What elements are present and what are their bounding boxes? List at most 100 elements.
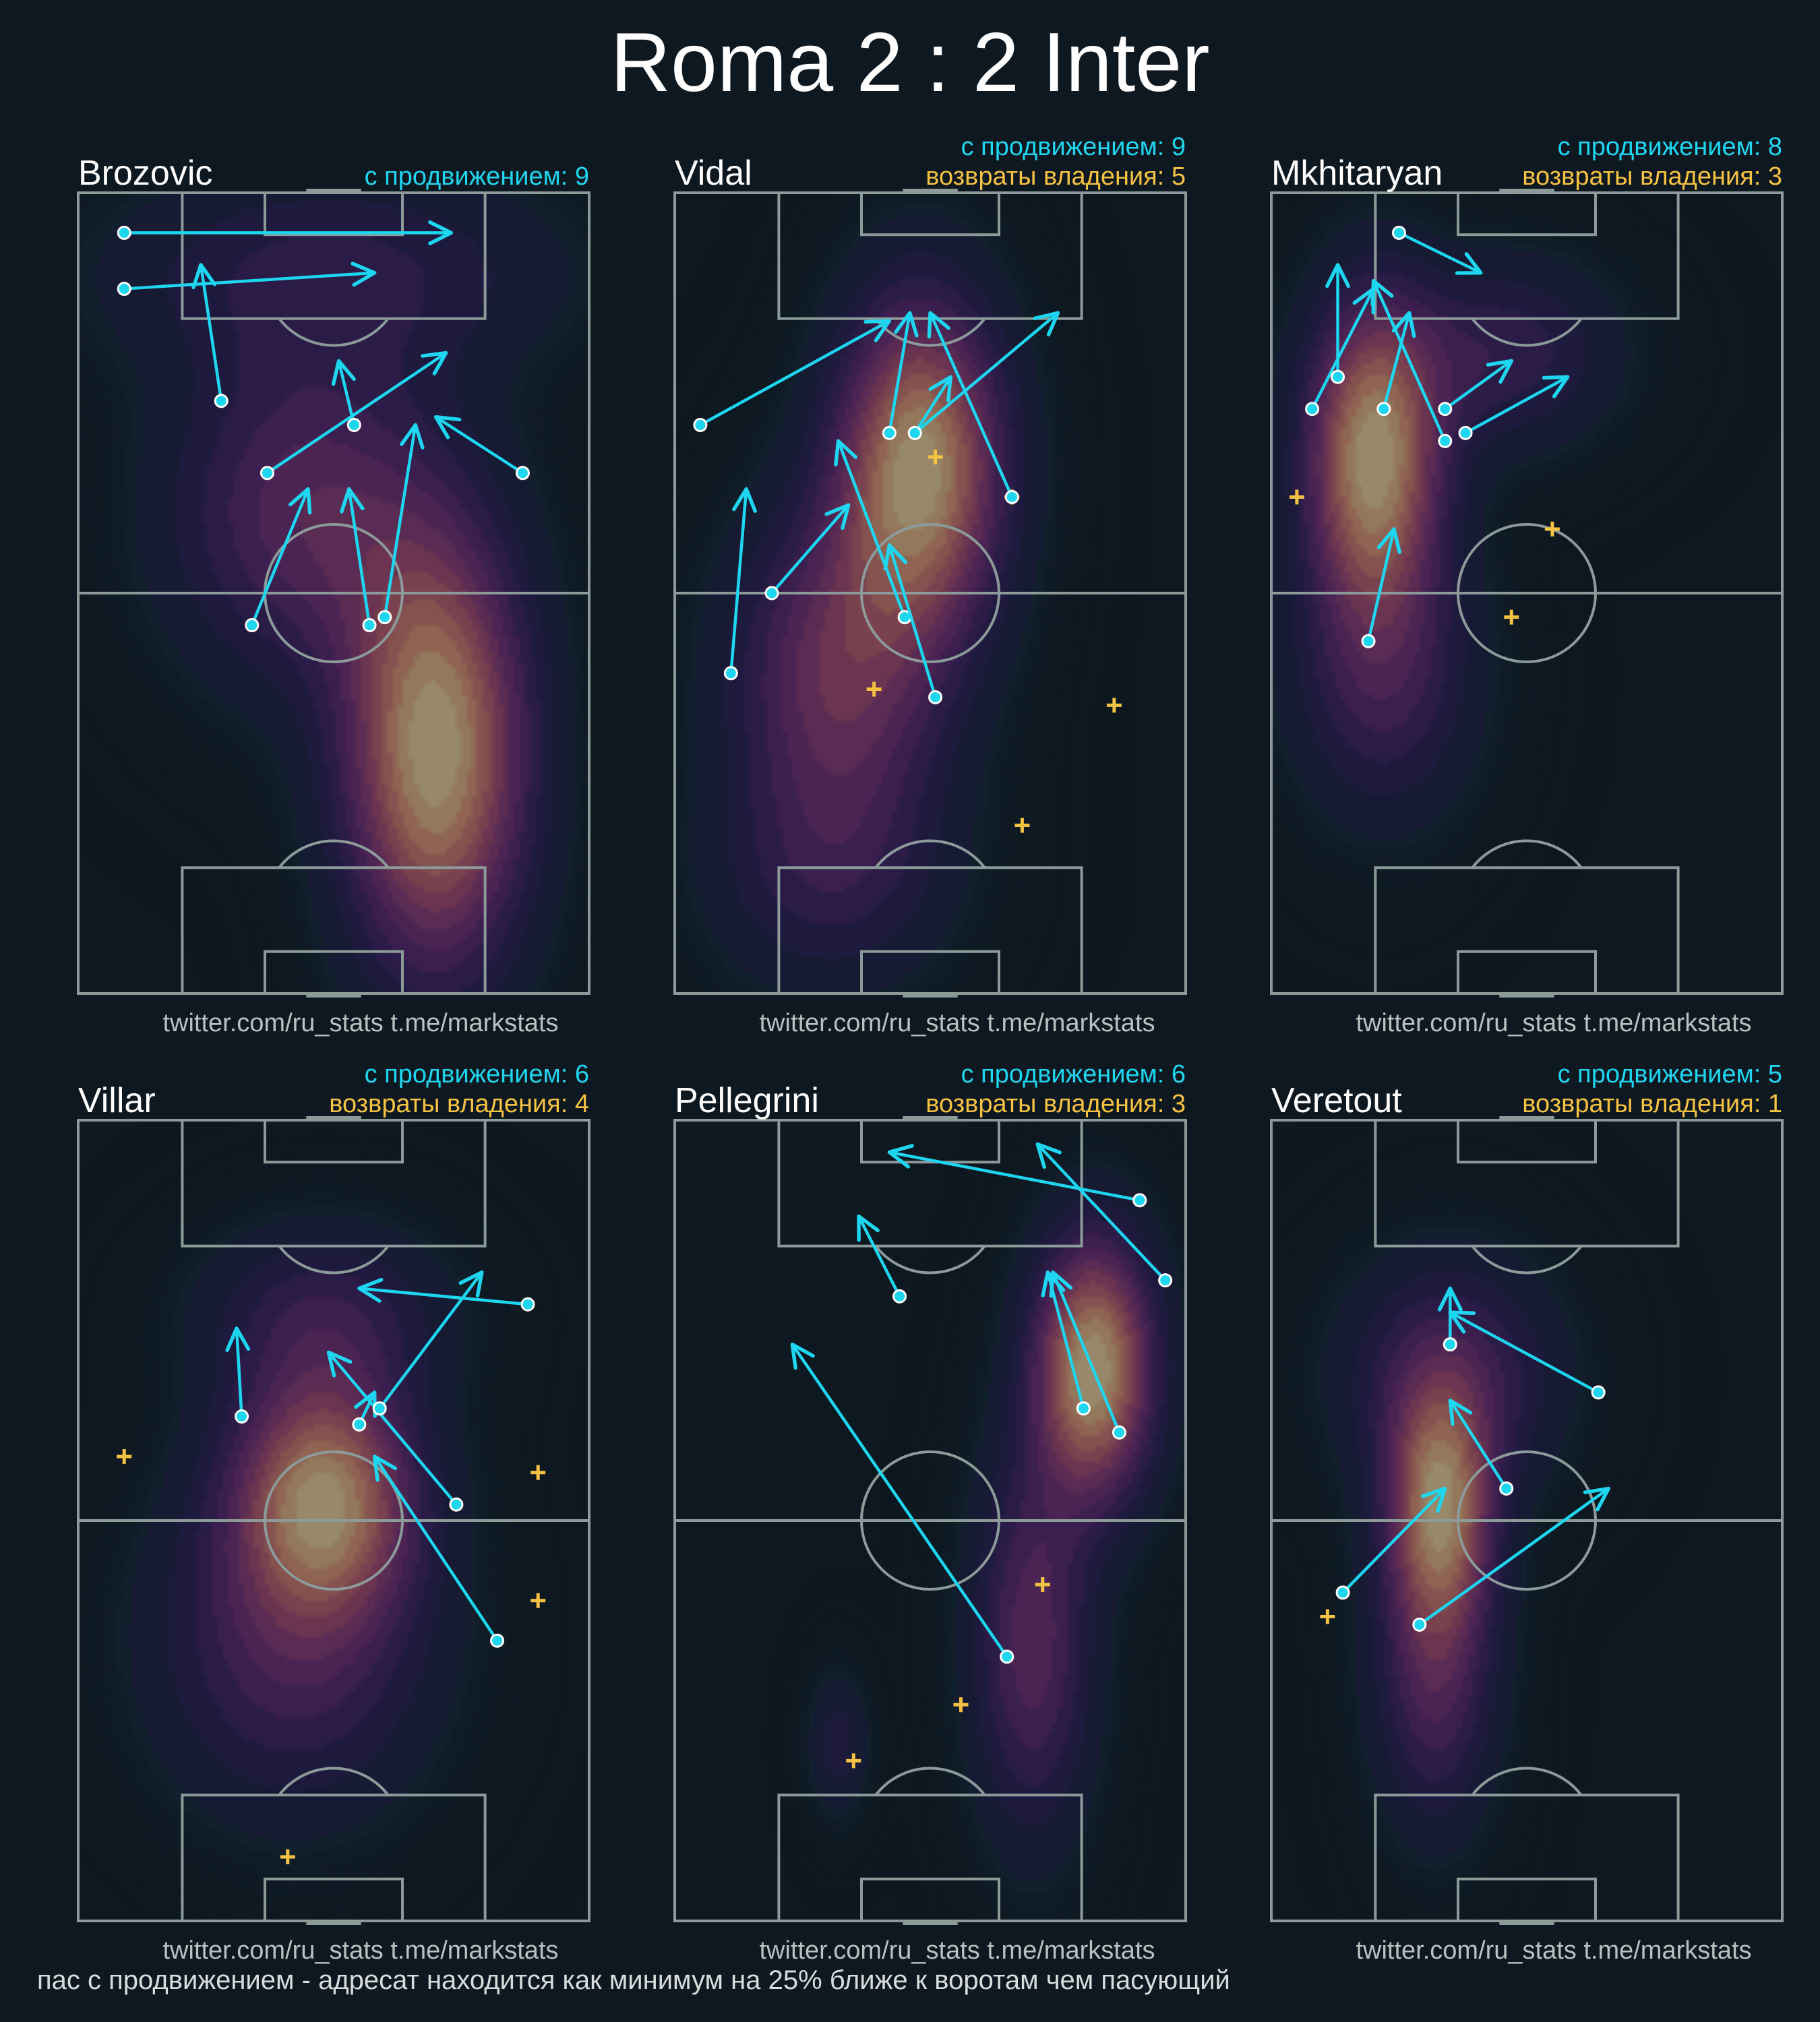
pass-origin (1000, 1649, 1014, 1664)
pass-arrow (913, 311, 1060, 435)
progressive-passes-label: с продвижением: 6 (365, 1060, 589, 1089)
bottom-goal (306, 1921, 361, 1925)
bottom-penalty-arc (874, 839, 986, 869)
progressive-passes-label: с продвижением: 9 (961, 133, 1186, 161)
recovery-marker (530, 1593, 546, 1608)
pass-arrow (913, 375, 953, 435)
pass-origin (892, 1289, 907, 1304)
pass-arrow (729, 487, 757, 675)
pass-origin (352, 1417, 367, 1432)
pass-arrow (1448, 1310, 1600, 1395)
pass-origin (1412, 1617, 1427, 1632)
pass-arrow (1370, 278, 1447, 443)
recovery-marker (1544, 521, 1560, 537)
pass-origin (490, 1633, 505, 1648)
pass-origin (1376, 402, 1391, 417)
bottom-goal (306, 993, 361, 998)
panels: Brozovic с продвижением: 9 twitter.com/ru_… (77, 133, 1784, 1965)
recoveries-label: возвраты владения: 1 (1522, 1090, 1782, 1118)
top-penalty-arc (278, 1245, 390, 1275)
pass-arrow (1463, 375, 1570, 435)
bottom-goal (903, 993, 958, 998)
watermark: twitter.com/ru_stats t.me/markstats (1356, 1009, 1751, 1037)
pass-origin (372, 1401, 387, 1416)
center-circle (1457, 523, 1597, 663)
pass-origin (1438, 402, 1453, 417)
pass-arrow (433, 415, 524, 475)
pass-arrow (331, 359, 356, 427)
pass-arrow (250, 487, 312, 627)
recovery-marker (1320, 1609, 1335, 1624)
pass-arrow (790, 1342, 1008, 1659)
pass-origin (928, 690, 943, 704)
pass-arrow (770, 503, 851, 595)
pass-arrow (266, 350, 448, 475)
pass-arrow (698, 319, 892, 427)
watermark: twitter.com/ru_stats t.me/markstats (162, 1009, 558, 1037)
pass-origin (260, 466, 274, 481)
recoveries-label: возвраты владения: 3 (1522, 162, 1782, 191)
pass-origin (1458, 425, 1473, 440)
pass-arrow (122, 262, 377, 290)
footnote: пас с продвижением - адресат находится к… (37, 1965, 1230, 1995)
player-name: Brozovic (78, 154, 212, 193)
pass-origin (1305, 402, 1320, 417)
bottom-penalty-arc (278, 1767, 390, 1796)
pass-arrow (1035, 1142, 1167, 1282)
pass-origin (235, 1409, 249, 1424)
pass-origin (1335, 1585, 1350, 1600)
pass-origin (449, 1497, 464, 1512)
pass-arrow (1366, 527, 1401, 643)
pass-origin (1443, 1337, 1457, 1352)
player-name: Vidal (675, 154, 752, 193)
pass-arrow (377, 1270, 484, 1410)
pass-origin (1331, 369, 1345, 384)
progressive-passes-label: с продвижением: 8 (1558, 133, 1782, 161)
pass-origin (1392, 225, 1406, 240)
pass-origin (1158, 1273, 1173, 1288)
recoveries-label: возвраты владения: 5 (926, 162, 1186, 191)
pass-arrow (191, 263, 223, 403)
recovery-marker (1106, 698, 1122, 713)
top-penalty-arc (278, 317, 390, 347)
bottom-penalty-arc (1471, 1767, 1583, 1796)
progressive-passes-label: с продвижением: 9 (365, 162, 589, 191)
pass-arrow (1448, 1399, 1508, 1490)
recovery-marker (1035, 1577, 1050, 1593)
player-name: Villar (78, 1081, 156, 1120)
watermark: twitter.com/ru_stats t.me/markstats (1356, 1936, 1751, 1965)
top-goal (1499, 1116, 1554, 1120)
bottom-penalty-arc (874, 1767, 986, 1796)
chart-title: Roma 2 : 2 Inter (610, 16, 1209, 109)
pass-origin (764, 586, 779, 601)
pass-origin (1112, 1425, 1126, 1440)
pass-origin (520, 1297, 535, 1312)
pass-arrow (887, 1144, 1142, 1202)
pass-arrow (225, 1326, 251, 1418)
pass-arrow (1382, 311, 1416, 411)
pass-arrow (834, 439, 907, 619)
bottom-goal (903, 1921, 958, 1925)
center-circle (1457, 1450, 1597, 1591)
pass-origin (1499, 1481, 1514, 1496)
pass-arrow (1341, 1486, 1447, 1595)
pass-arrow (883, 543, 937, 699)
pass-origin (882, 425, 897, 440)
top-penalty-arc (874, 1245, 986, 1275)
pass-arrow (340, 487, 371, 627)
player-name: Mkhitaryan (1271, 154, 1443, 193)
pass-arrow (1443, 359, 1513, 411)
bottom-goal (1499, 1921, 1554, 1925)
pass-arrow (1049, 1270, 1121, 1434)
top-goal (1499, 189, 1554, 193)
watermark: twitter.com/ru_stats t.me/markstats (759, 1009, 1155, 1037)
pass-origin (346, 418, 361, 433)
recovery-marker (280, 1849, 295, 1864)
bottom-penalty-arc (1471, 839, 1583, 869)
